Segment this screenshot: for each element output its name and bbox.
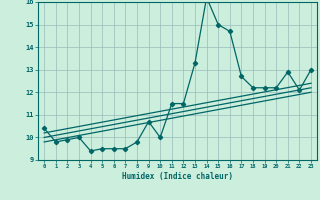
X-axis label: Humidex (Indice chaleur): Humidex (Indice chaleur) [122,172,233,181]
